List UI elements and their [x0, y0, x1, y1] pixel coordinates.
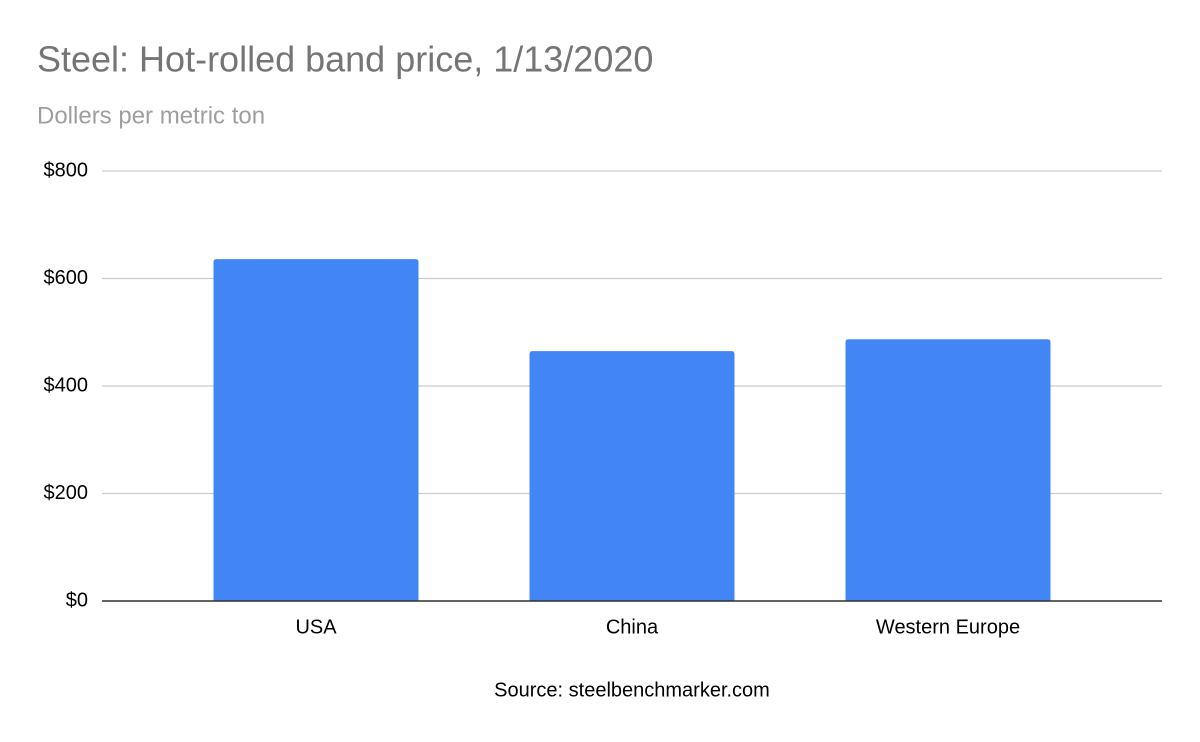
y-tick-label: $200	[44, 482, 89, 504]
bar	[845, 339, 1051, 601]
bar	[529, 351, 735, 601]
y-tick-label: $0	[66, 589, 88, 611]
chart-subtitle: Dollers per metric ton	[37, 102, 265, 129]
bar	[213, 259, 419, 601]
x-tick-label: China	[606, 616, 659, 638]
x-tick-label: Western Europe	[876, 616, 1020, 638]
y-tick-label: $800	[44, 159, 89, 181]
source-note: Source: steelbenchmarker.com	[494, 679, 770, 701]
chart-title: Steel: Hot-rolled band price, 1/13/2020	[37, 39, 653, 80]
y-tick-label: $400	[44, 374, 89, 396]
y-tick-label: $600	[44, 267, 89, 289]
x-tick-label: USA	[295, 616, 337, 638]
